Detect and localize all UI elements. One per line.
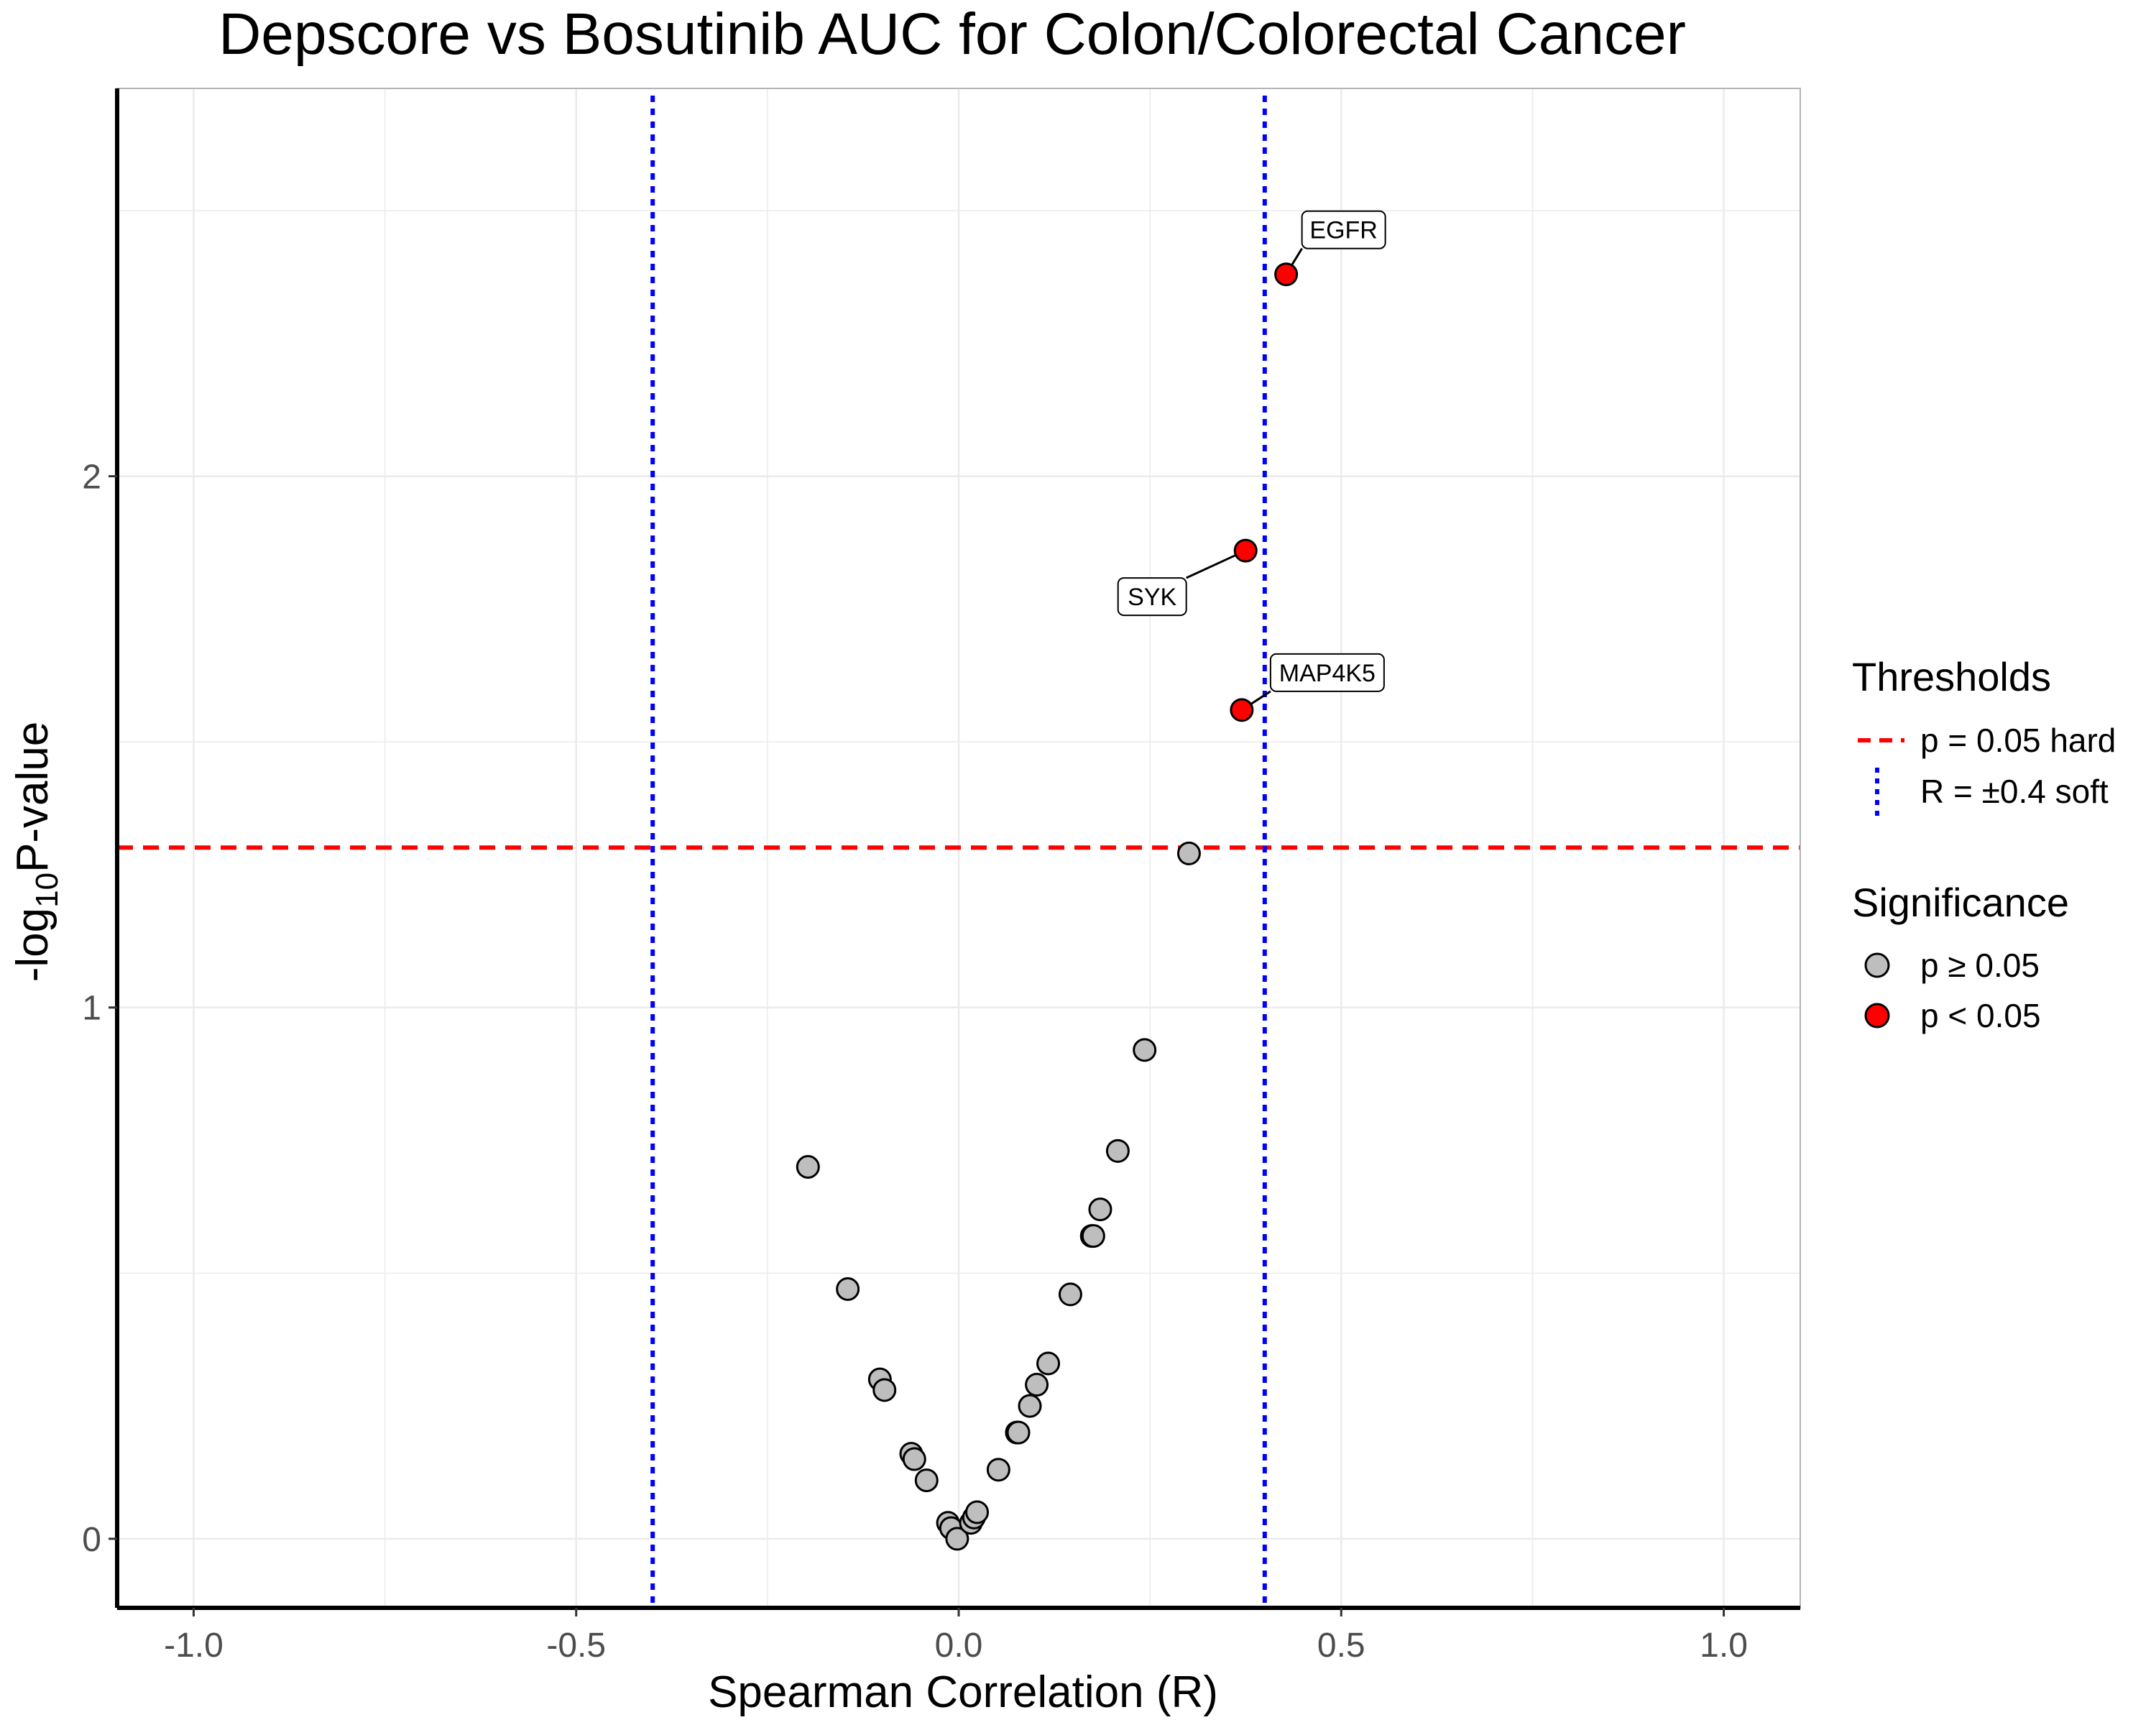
nonsignificant-point bbox=[1036, 1351, 1061, 1376]
nonsignificant-point bbox=[1006, 1420, 1031, 1445]
nonsignificant-point bbox=[1025, 1373, 1049, 1397]
nonsignificant-point bbox=[965, 1500, 990, 1524]
annotation-label: SYK bbox=[1128, 584, 1176, 611]
legend-nonsignificant-swatch bbox=[1864, 952, 1890, 978]
nonsignificant-point bbox=[914, 1468, 939, 1493]
legend-threshold-hard-label: p = 0.05 hard bbox=[1920, 722, 2116, 759]
significant-point bbox=[1233, 538, 1258, 563]
legend-nonsignificant-label: p ≥ 0.05 bbox=[1920, 947, 2040, 984]
nonsignificant-point bbox=[1133, 1038, 1157, 1062]
point-annotations: EGFR SYK MAP4K5 bbox=[1117, 210, 1386, 692]
x-axis-ticks: -1.0 -0.5 0.0 0.5 1.0 bbox=[164, 1608, 1748, 1665]
x-axis-title: Spearman Correlation (R) bbox=[708, 1668, 1218, 1717]
significant-point bbox=[1274, 262, 1299, 287]
y-tick-label: 0 bbox=[82, 1521, 101, 1559]
y-axis-title-prefix: -log bbox=[8, 908, 57, 982]
plot-panel: EGFR SYK MAP4K5 bbox=[115, 88, 1801, 1610]
annotation-box bbox=[1269, 653, 1385, 692]
y-tick-label: 2 bbox=[82, 459, 101, 497]
nonsignificant-point bbox=[1058, 1282, 1082, 1307]
significant-point bbox=[1230, 698, 1254, 722]
nonsignificant-point bbox=[1088, 1197, 1112, 1222]
nonsignificant-point bbox=[1081, 1224, 1105, 1248]
nonsignificant-point bbox=[986, 1458, 1010, 1482]
nonsignificant-point bbox=[796, 1154, 820, 1179]
legend-significant-swatch bbox=[1864, 1003, 1890, 1029]
legend: Thresholds p = 0.05 hard R = ±0.4 soft S… bbox=[1852, 654, 2116, 1034]
legend-thresholds-title: Thresholds bbox=[1852, 654, 2051, 699]
nonsignificant-point bbox=[836, 1277, 860, 1302]
x-tick-label: -0.5 bbox=[546, 1627, 606, 1665]
y-tick-label: 1 bbox=[82, 990, 101, 1028]
nonsignificant-point bbox=[945, 1527, 969, 1551]
y-axis-ticks: 0 1 2 bbox=[82, 459, 117, 1559]
chart-title: Depscore vs Bosutinib AUC for Colon/Colo… bbox=[218, 1, 1686, 67]
nonsignificant-point bbox=[1176, 841, 1201, 865]
y-axis-title: -log10P-value bbox=[8, 722, 65, 983]
x-tick-label: 1.0 bbox=[1700, 1627, 1748, 1665]
annotation-box bbox=[1117, 577, 1187, 617]
y-axis-title-suffix: P-value bbox=[8, 722, 57, 873]
y-axis-title-subscript: 10 bbox=[29, 873, 65, 908]
annotation-box bbox=[1301, 210, 1386, 249]
x-tick-label: 0.0 bbox=[935, 1627, 983, 1665]
nonsignificant-point bbox=[1105, 1138, 1130, 1163]
nonsignificant-point bbox=[872, 1378, 897, 1402]
legend-significance-title: Significance bbox=[1852, 880, 2069, 925]
x-tick-label: -1.0 bbox=[164, 1627, 224, 1665]
x-tick-label: 0.5 bbox=[1317, 1627, 1365, 1665]
legend-threshold-soft-label: R = ±0.4 soft bbox=[1920, 773, 2109, 810]
threshold-lines bbox=[117, 96, 1800, 1608]
data-points bbox=[796, 262, 1299, 1551]
nonsignificant-point bbox=[1018, 1394, 1042, 1418]
annotation-label: EGFR bbox=[1309, 217, 1377, 244]
legend-significant-label: p < 0.05 bbox=[1920, 997, 2041, 1034]
nonsignificant-point bbox=[902, 1447, 926, 1471]
annotation-label: MAP4K5 bbox=[1279, 660, 1376, 687]
